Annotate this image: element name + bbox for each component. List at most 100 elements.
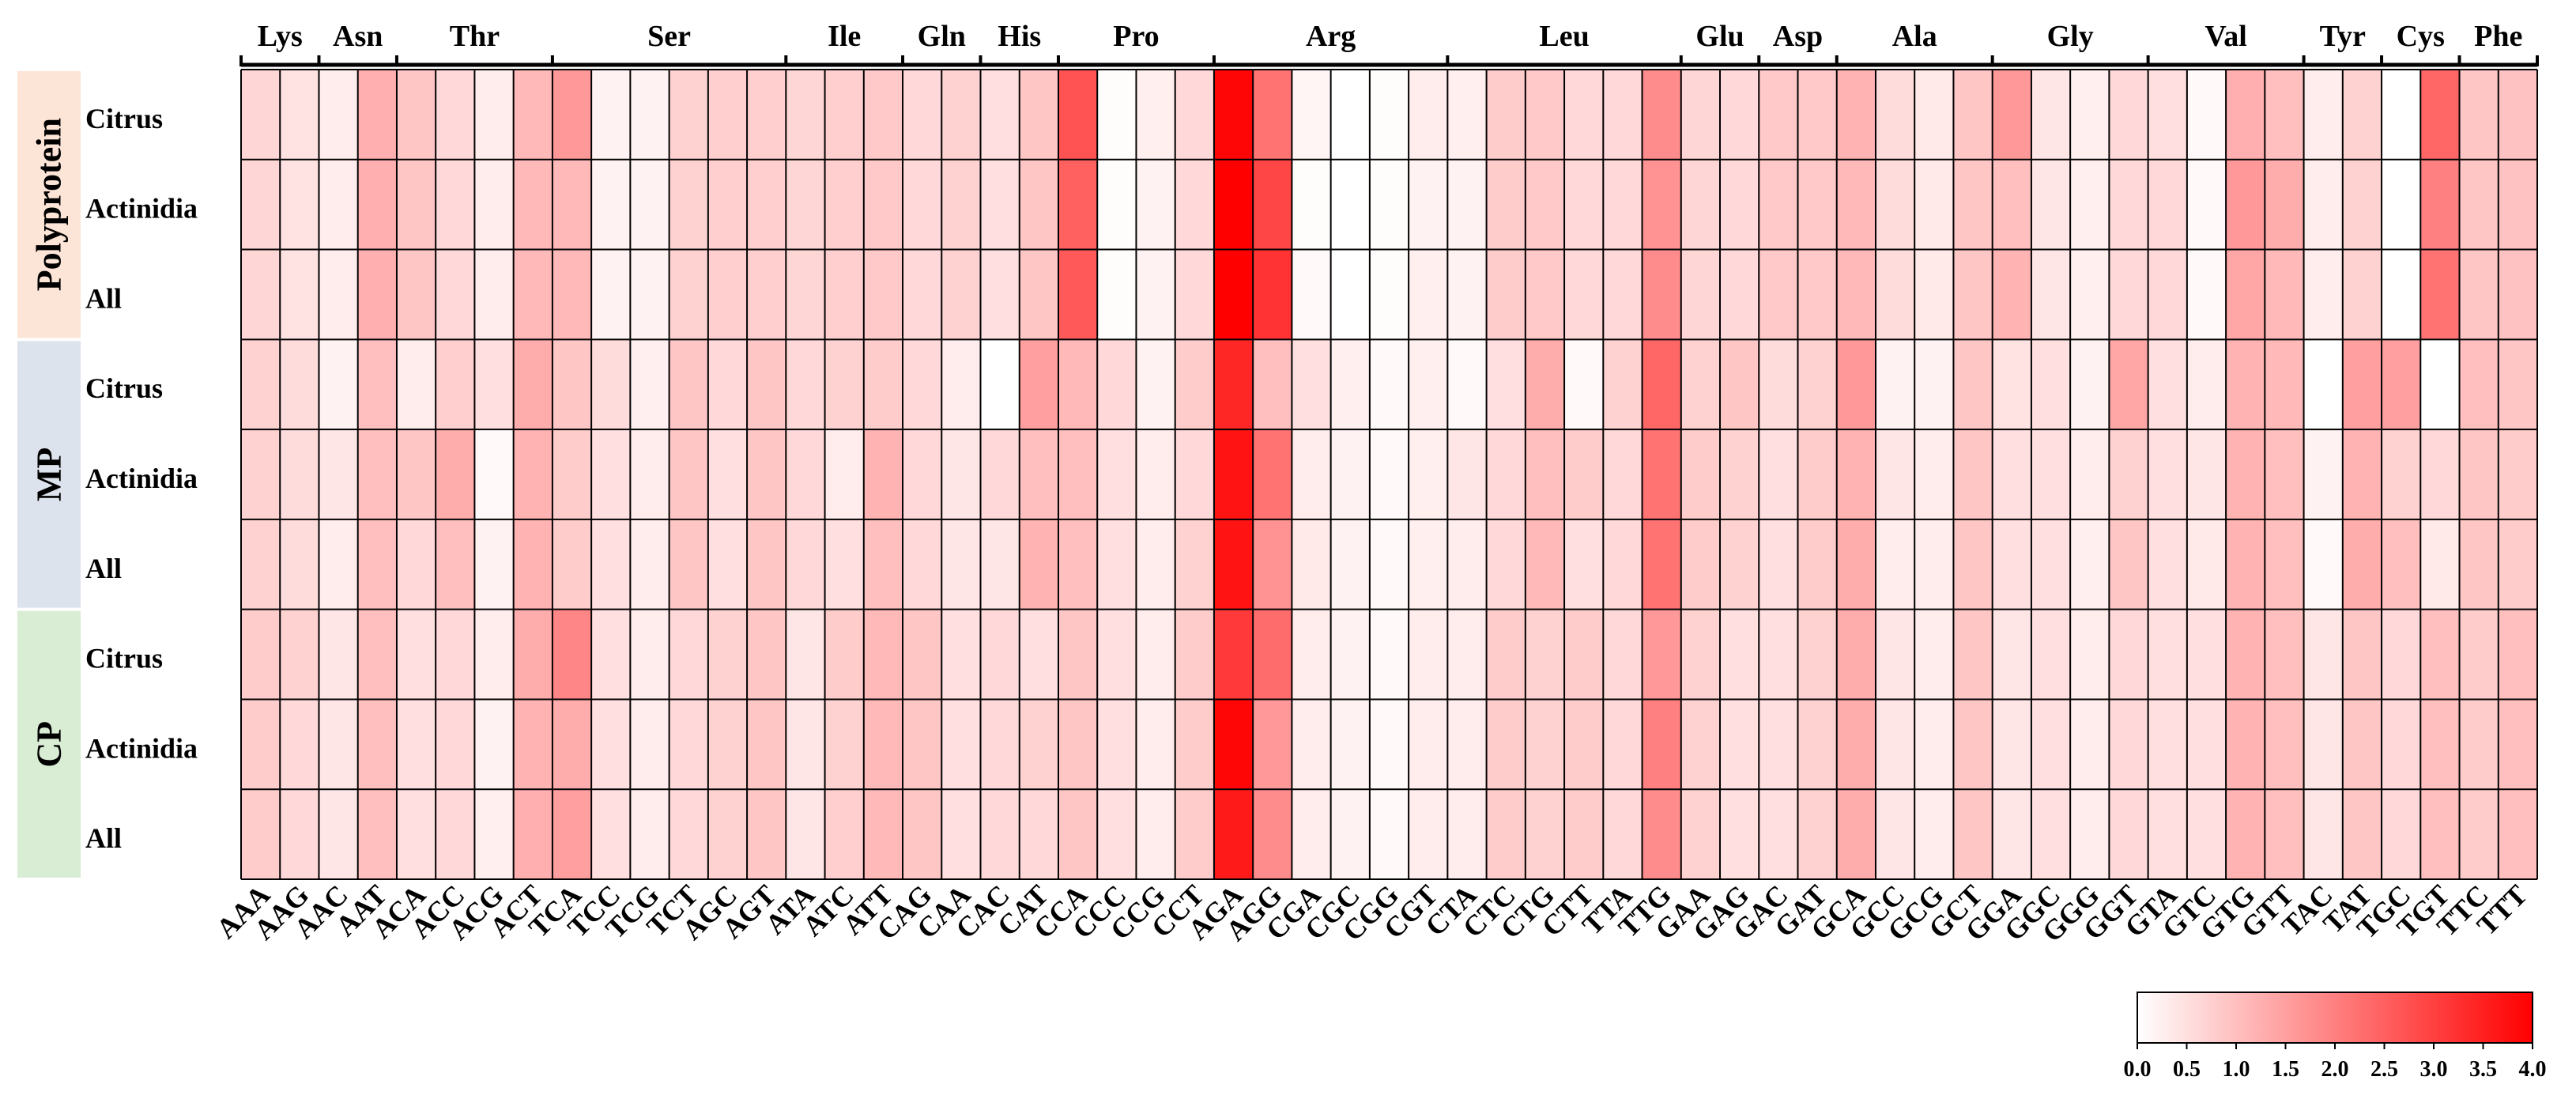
heatmap-cell <box>591 70 631 161</box>
heatmap-cell <box>1175 789 1215 880</box>
heatmap-cell <box>1720 699 1759 790</box>
heatmap-cell <box>241 519 281 610</box>
heatmap-cell <box>863 609 903 701</box>
heatmap-cell <box>241 249 281 340</box>
heatmap-cell <box>747 609 786 701</box>
heatmap-cell <box>474 429 515 520</box>
heatmap-cell <box>1642 789 1682 880</box>
heatmap-cell <box>1720 789 1759 880</box>
heatmap-cell <box>2109 249 2149 340</box>
heatmap-cell <box>1525 70 1565 161</box>
heatmap-cell <box>1759 249 1799 340</box>
heatmap-cell <box>2226 159 2265 251</box>
heatmap-cell <box>1409 789 1448 880</box>
heatmap-cell <box>980 159 1020 251</box>
heatmap-cell <box>1914 429 1955 520</box>
heatmap-cell <box>747 429 786 520</box>
heatmap-cell <box>707 789 748 880</box>
heatmap-cell <box>1486 70 1526 161</box>
heatmap-cell <box>2070 249 2110 340</box>
heatmap-cell <box>1603 519 1643 610</box>
heatmap-cell <box>1369 339 1409 430</box>
heatmap-cell <box>630 609 670 701</box>
heatmap-cell <box>1525 609 1565 701</box>
heatmap-cell <box>941 429 982 520</box>
heatmap-cell <box>2303 249 2344 340</box>
heatmap-cell <box>1680 429 1721 520</box>
heatmap-cell <box>1058 699 1098 790</box>
heatmap-cell <box>669 789 709 880</box>
heatmap-cell <box>2148 70 2188 161</box>
heatmap-cell <box>357 249 398 340</box>
heatmap-cell <box>1914 339 1955 430</box>
heatmap-cell <box>2109 699 2149 790</box>
heatmap-cell <box>1213 429 1254 520</box>
heatmap-cell <box>1330 249 1371 340</box>
heatmap-cell <box>474 249 515 340</box>
heatmap-cell <box>1875 339 1915 430</box>
heatmap-cell <box>2070 789 2110 880</box>
heatmap-cell <box>1836 789 1876 880</box>
heatmap-cell <box>2265 429 2305 520</box>
heatmap-cell <box>903 249 942 340</box>
heatmap-cell <box>1603 249 1643 340</box>
heatmap-cell <box>707 699 748 790</box>
heatmap-cell <box>1330 429 1371 520</box>
color-scale-tick-label: 4.0 <box>2519 1057 2547 1082</box>
heatmap-cell <box>1058 249 1098 340</box>
heatmap-cell <box>1409 339 1448 430</box>
heatmap-cell <box>2459 609 2499 701</box>
heatmap-cell <box>747 159 786 251</box>
heatmap-cell <box>786 249 826 340</box>
heatmap-cell <box>786 429 826 520</box>
heatmap-cell <box>1019 519 1059 610</box>
heatmap-cell <box>1603 339 1643 430</box>
heatmap-cell <box>1486 429 1526 520</box>
heatmap-cell <box>2420 159 2461 251</box>
heatmap-cell <box>630 789 670 880</box>
heatmap-cell <box>1525 519 1565 610</box>
heatmap-cell <box>2303 789 2344 880</box>
heatmap-cell <box>1486 249 1526 340</box>
heatmap-cell <box>1292 429 1332 520</box>
color-scale-legend: 0.0 0.5 1.0 1.5 2.0 2.5 3.0 3.5 4.0 <box>2124 992 2547 1082</box>
heatmap-cell <box>1564 339 1604 430</box>
heatmap-cell <box>1369 699 1409 790</box>
heatmap-cell <box>1175 429 1215 520</box>
row-label: Actinidia <box>85 463 198 494</box>
heatmap-cell <box>1953 249 1993 340</box>
heatmap-cell <box>941 609 982 701</box>
heatmap-cell <box>552 70 592 161</box>
heatmap-cell <box>630 429 670 520</box>
heatmap-cell <box>2186 429 2227 520</box>
heatmap-cell <box>552 339 592 430</box>
heatmap-cell <box>2148 159 2188 251</box>
heatmap-cell <box>2498 789 2538 880</box>
heatmap-cell <box>1136 699 1176 790</box>
heatmap-cell <box>903 339 942 430</box>
heatmap-cell <box>1019 249 1059 340</box>
heatmap-cell <box>591 249 631 340</box>
heatmap-cell <box>2459 699 2499 790</box>
heatmap-cell <box>1564 699 1604 790</box>
heatmap-cell <box>1175 699 1215 790</box>
heatmap-cell <box>1097 609 1137 701</box>
heatmap-cell <box>2186 519 2227 610</box>
heatmap-cell <box>2265 519 2305 610</box>
heatmap-cell <box>2303 339 2344 430</box>
heatmap-cell <box>552 429 592 520</box>
heatmap-cell <box>319 429 359 520</box>
heatmap-cell <box>1175 70 1215 161</box>
heatmap-cell <box>980 339 1020 430</box>
heatmap-cell <box>1213 609 1254 701</box>
heatmap-cell <box>1097 699 1137 790</box>
heatmap-cell <box>280 519 320 610</box>
heatmap-cell <box>1797 70 1838 161</box>
heatmap-cell <box>396 429 436 520</box>
heatmap-cell <box>1019 429 1059 520</box>
heatmap-cell <box>1097 519 1137 610</box>
heatmap-cell <box>1019 699 1059 790</box>
heatmap-cell <box>2459 249 2499 340</box>
amino-acid-label: Asp <box>1773 20 1823 53</box>
heatmap-cell <box>1447 429 1488 520</box>
